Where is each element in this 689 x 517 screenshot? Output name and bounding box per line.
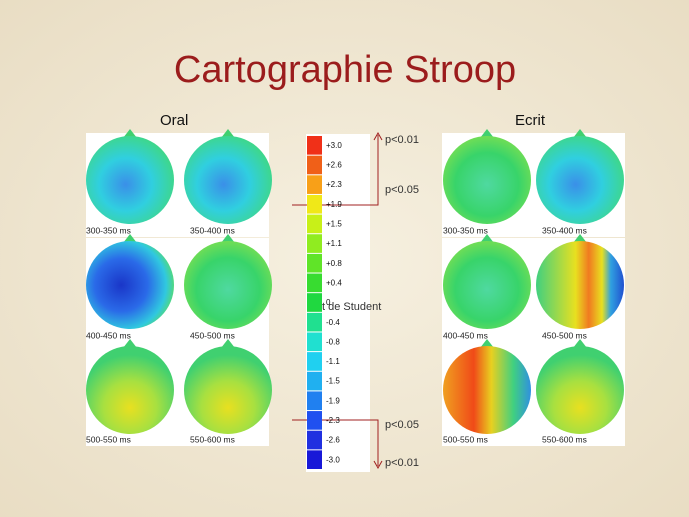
scale-tick: +2.6 (326, 161, 342, 170)
head-map (536, 136, 624, 224)
head-nose (480, 129, 494, 138)
map-label: 300-350 ms (443, 225, 488, 235)
scale-swatch (307, 371, 322, 391)
head-nose (480, 234, 494, 243)
map-label: 450-500 ms (542, 330, 587, 340)
head-nose (123, 129, 137, 138)
map-label: 450-500 ms (190, 330, 235, 340)
annotation: p<0.01 (385, 134, 419, 146)
scale-swatch (307, 391, 322, 411)
head-nose (480, 339, 494, 348)
scale-tick: +1.5 (326, 220, 342, 229)
head-map (86, 346, 174, 434)
map-label: 550-600 ms (190, 434, 235, 444)
head-map (536, 346, 624, 434)
head-nose (573, 129, 587, 138)
scale-swatch (307, 273, 322, 293)
scale-label: t de Student (322, 301, 381, 313)
map-label: 300-350 ms (86, 225, 131, 235)
head-nose (221, 339, 235, 348)
scale-swatch (307, 194, 322, 214)
head-map (443, 346, 531, 434)
scale-swatch (307, 352, 322, 371)
map-label: 350-400 ms (190, 225, 235, 235)
head-nose (221, 129, 235, 138)
map-label: 400-450 ms (443, 330, 488, 340)
map-label: 550-600 ms (542, 434, 587, 444)
scale-swatch (307, 136, 322, 155)
scale-swatch (307, 430, 322, 450)
head-map (443, 136, 531, 224)
scale-swatch (307, 214, 322, 234)
annotation: p<0.01 (385, 457, 419, 469)
annotation: p<0.05 (385, 419, 419, 431)
scale-tick: +0.4 (326, 278, 342, 287)
scale-tick: -2.3 (326, 416, 340, 425)
scale-tick: +2.3 (326, 180, 342, 189)
map-label: 350-400 ms (542, 225, 587, 235)
scale-swatch (307, 234, 322, 253)
scale-swatch (307, 253, 322, 273)
head-map (86, 136, 174, 224)
head-map (184, 136, 272, 224)
scale-tick: +1.1 (326, 239, 342, 248)
scale-swatch (307, 450, 322, 469)
head-map (536, 241, 624, 329)
head-nose (573, 234, 587, 243)
scale-tick: +3.0 (326, 141, 342, 150)
head-nose (573, 339, 587, 348)
scale-tick: -1.5 (326, 377, 340, 386)
title: Cartographie Stroop (174, 49, 516, 91)
head-map (184, 241, 272, 329)
head-map (184, 346, 272, 434)
annotation: p<0.05 (385, 184, 419, 196)
scale-tick: -1.1 (326, 357, 340, 366)
scale-tick: -1.9 (326, 396, 340, 405)
scale-tick: -0.4 (326, 318, 340, 327)
heading: Ecrit (515, 112, 546, 129)
map-label: 400-450 ms (86, 330, 131, 340)
scale-tick: +0.8 (326, 259, 342, 268)
scale-swatch (307, 293, 322, 312)
scale-tick: -0.8 (326, 337, 340, 346)
scale-swatch (307, 332, 322, 352)
head-nose (123, 339, 137, 348)
heading: Oral (160, 112, 188, 129)
scale-swatch (307, 155, 322, 175)
head-map (86, 241, 174, 329)
head-nose (123, 234, 137, 243)
map-label: 500-550 ms (86, 434, 131, 444)
scale-tick: +1.9 (326, 200, 342, 209)
head-nose (221, 234, 235, 243)
scale-swatch (307, 312, 322, 332)
scale-tick: -3.0 (326, 455, 340, 464)
scale-tick: 0 (326, 298, 331, 307)
scale-swatch (307, 175, 322, 194)
map-label: 500-550 ms (443, 434, 488, 444)
scale-tick: -2.6 (326, 436, 340, 445)
head-map (443, 241, 531, 329)
scale-swatch (307, 411, 322, 430)
